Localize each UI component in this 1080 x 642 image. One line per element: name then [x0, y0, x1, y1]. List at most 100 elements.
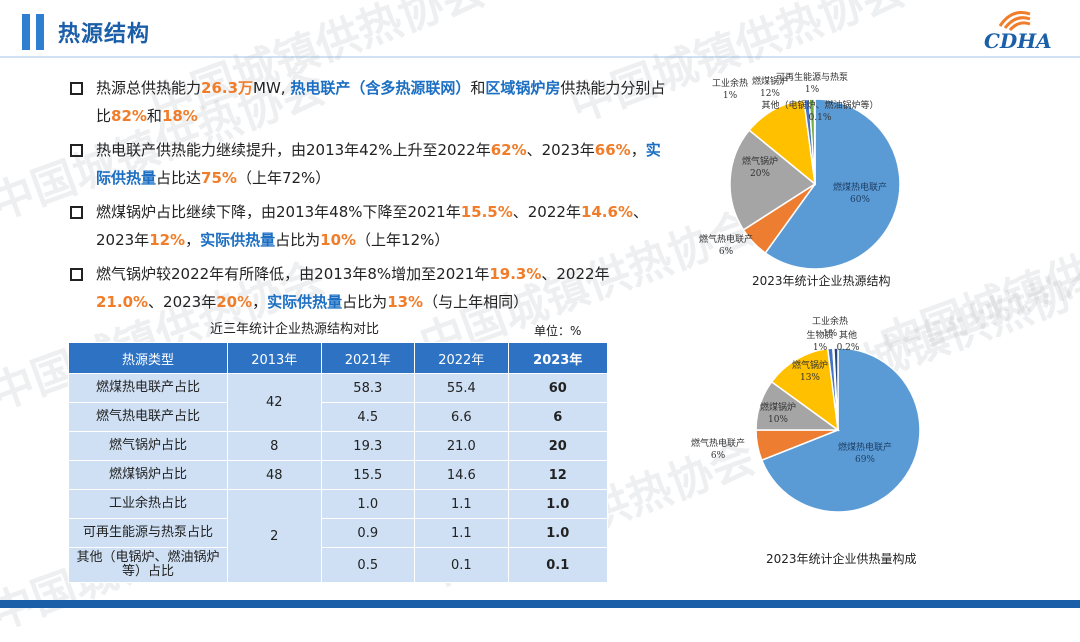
- bullet-item: 燃煤锅炉占比继续下降，由2013年48%下降至2021年15.5%、2022年1…: [70, 198, 670, 254]
- heat-source-pie-chart: 燃煤热电联产 60% 燃气热电联产 6% 燃气锅炉 20% 燃煤锅炉 12%工业余热 1% 可再生…: [699, 71, 901, 270]
- chart-title: 2023年统计企业热源结构: [752, 274, 891, 288]
- slice-label: 燃气锅炉 20%: [742, 155, 778, 179]
- bullet-text: 10%: [320, 231, 357, 249]
- heat-source-table: 热源类型 2013年 2021年 2022年 2023年 燃煤热电联产占比 42…: [68, 342, 609, 583]
- cell-2022: 21.0: [414, 431, 509, 461]
- table-row: 燃气锅炉占比 8 19.3 21.0 20: [68, 431, 609, 461]
- cell-2021: 15.5: [320, 460, 416, 490]
- row-label: 工业余热占比: [68, 489, 228, 519]
- pie-slice: [770, 347, 839, 432]
- bullet-text: 热电联产（含多热源联网）: [290, 79, 471, 97]
- row-label: 可再生能源与热泵占比: [68, 518, 228, 548]
- cell-2021: 1.0: [320, 489, 416, 519]
- bullet-text: 热源总供热能力: [96, 79, 202, 97]
- bullet-text: 66%: [594, 141, 631, 159]
- pie-slice: [764, 98, 901, 270]
- footer-band: [0, 600, 1080, 608]
- bullet-text: 13%: [387, 293, 424, 311]
- slide-header: 热源结构 CDHA: [0, 0, 1080, 62]
- bullet-text: 、2023年: [526, 141, 595, 159]
- slice-label: 燃气锅炉 13%: [792, 359, 828, 383]
- row-label: 燃煤锅炉占比: [68, 460, 228, 490]
- table-row: 燃气热电联产占比 4.5 6.6 6: [68, 402, 609, 432]
- cdha-logo: CDHA: [984, 11, 1052, 52]
- column-header: 热源类型: [68, 342, 228, 374]
- heat-supply-pie-chart: 燃煤热电联产 69% 燃气热电联产 6% 燃煤锅炉 10% 燃气锅炉 13% 工业余热 1% 其他 0…: [691, 315, 921, 513]
- cell-2013: 2: [227, 489, 322, 583]
- row-label: 燃气锅炉占比: [68, 431, 228, 461]
- row-label: 燃煤热电联产占比: [68, 373, 228, 403]
- bullet-text: 实际供热量: [267, 293, 343, 311]
- pie-slice: [813, 98, 816, 185]
- cell-2021: 0.9: [320, 518, 416, 548]
- slice-label: 燃气热电联产 6%: [699, 233, 753, 257]
- checkbox-square-icon: [70, 144, 83, 157]
- bullet-text: 、2023年: [148, 293, 217, 311]
- cell-2013: 48: [227, 460, 322, 490]
- bullet-text: 区域锅炉房: [485, 79, 561, 97]
- pie-slice: [748, 98, 816, 186]
- slice-label: 可再生能源与热泵 1%: [776, 71, 848, 95]
- checkbox-square-icon: [70, 206, 83, 219]
- cell-2023: 60: [507, 373, 609, 403]
- bullet-text: 75%: [201, 169, 237, 187]
- cell-2021: 58.3: [320, 373, 416, 403]
- bullet-text: MW,: [253, 79, 291, 97]
- bullet-item: 燃气锅炉较2022年有所降低，由2013年8%增加至2021年19.3% 、202…: [70, 260, 670, 316]
- cell-2023: 6: [507, 402, 609, 432]
- bullet-text: 燃煤锅炉占比继续下降，由2013年48%下降至2021年: [96, 203, 461, 221]
- pie-slice: [760, 347, 921, 513]
- bullet-text: ，: [252, 293, 268, 311]
- table-row: 其他（电锅炉、燃油锅炉等）占比 0.5 0.1 0.1: [68, 547, 609, 583]
- bullet-text: 占比达: [156, 169, 202, 187]
- table-row: 工业余热占比 2 1.0 1.1 1.0: [68, 489, 609, 583]
- bullet-item: 热电联产供热能力继续提升，由2013年42%上升至2022年62%、2023年6…: [70, 136, 670, 192]
- bullet-text: 19.3%: [489, 265, 542, 283]
- column-header: 2021年: [320, 342, 416, 374]
- cell-2021: 19.3: [320, 431, 416, 461]
- column-header: 2022年: [414, 342, 509, 374]
- slice-label: 其他 0.2%: [837, 329, 860, 353]
- bullet-text: 和: [146, 107, 162, 125]
- cell-2023: 1.0: [507, 489, 609, 519]
- cell-2022: 6.6: [414, 402, 509, 432]
- column-header: 2013年: [227, 342, 322, 374]
- chart-title: 2023年统计企业供热量构成: [766, 552, 917, 566]
- table-caption: 近三年统计企业热源结构对比: [210, 322, 380, 337]
- bullet-text: 、2023年: [96, 203, 648, 249]
- bullet-text: ，: [185, 231, 201, 249]
- bullet-text: ，: [630, 141, 646, 159]
- slice-label: 燃煤锅炉 10%: [760, 401, 796, 425]
- bullet-text: 15.5%: [460, 203, 513, 221]
- bullet-text: （上年72%）: [236, 169, 331, 187]
- header-accent-bar: [36, 14, 44, 50]
- slice-label: 燃煤锅炉 12%: [752, 75, 788, 99]
- row-label: 燃气热电联产占比: [68, 402, 228, 432]
- cell-2023: 12: [507, 460, 609, 490]
- cell-2022: 14.6: [414, 460, 509, 490]
- bullet-text: 占比为: [342, 293, 388, 311]
- cell-2022: 1.1: [414, 489, 509, 519]
- bullet-text: 和: [470, 79, 486, 97]
- bullet-text: 12%: [149, 231, 186, 249]
- slice-label: 其他（电锅炉、燃油锅炉等） 0.1%: [761, 99, 878, 123]
- bullet-text: 热电联产供热能力继续提升，由2013年42%上升至2022年: [96, 141, 491, 159]
- bullet-text: （上年12%）: [356, 231, 450, 249]
- cell-2021: 4.5: [320, 402, 416, 432]
- bullet-text: 20%: [216, 293, 253, 311]
- bullet-text: 26.3万: [201, 79, 254, 97]
- bullet-text: 实际供热量: [200, 231, 276, 249]
- bullet-text: 占比为: [275, 231, 321, 249]
- slice-label: 生物质 1%: [806, 329, 833, 353]
- logo-text: CDHA: [984, 29, 1052, 52]
- bullet-text: 21.0%: [96, 293, 149, 311]
- bullet-text: 燃气锅炉较2022年有所降低，由2013年8%增加至2021年: [96, 265, 490, 283]
- cell-2022: 55.4: [414, 373, 509, 403]
- row-label: 其他（电锅炉、燃油锅炉等）占比: [68, 547, 228, 583]
- page-title: 热源结构: [58, 22, 151, 47]
- slice-label: 燃气热电联产 6%: [691, 437, 745, 461]
- bullet-text: 供热能力分别占比: [96, 79, 666, 125]
- bullet-item: 热源总供热能力26.3万MW, 热电联产（含多热源联网）和区域锅炉房供热能力分别…: [70, 74, 670, 130]
- cell-2023: 0.1: [507, 547, 609, 583]
- table-row: 燃煤热电联产占比 42 58.3 55.4 60: [68, 373, 609, 432]
